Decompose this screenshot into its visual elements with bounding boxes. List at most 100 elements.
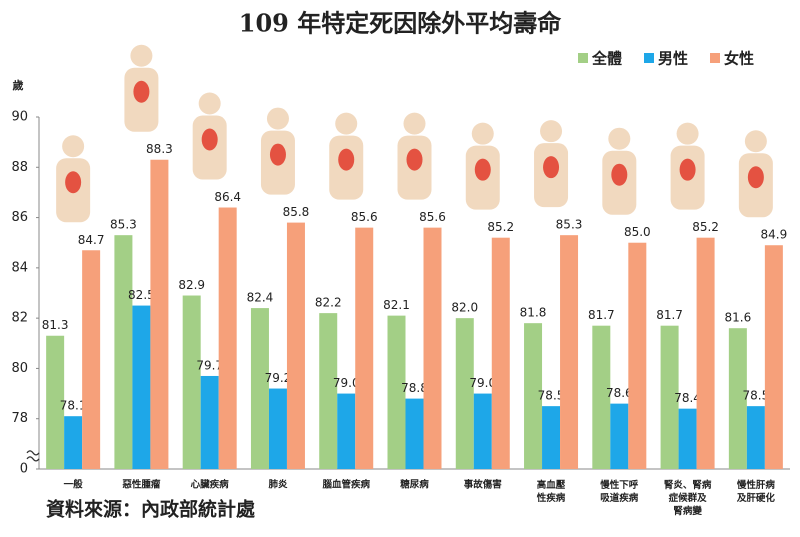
y-tick-label: 78 <box>11 411 28 426</box>
bar <box>337 393 356 469</box>
bar <box>132 305 151 469</box>
x-tick-label: 心臟疾病 <box>191 479 230 491</box>
value-label: 81.7 <box>588 308 615 322</box>
legend-swatch <box>644 53 654 63</box>
bar <box>286 222 305 469</box>
value-label: 78.1 <box>60 399 87 413</box>
figure-organ <box>338 148 355 171</box>
figure-organ <box>201 128 218 151</box>
figure-organ <box>611 163 628 186</box>
bar <box>524 323 543 469</box>
value-label: 82.9 <box>178 278 205 292</box>
bar <box>218 207 237 469</box>
figure-head <box>676 122 699 145</box>
y-tick-label: 80 <box>11 361 28 376</box>
y-tick-label: 86 <box>11 210 28 225</box>
value-label: 85.6 <box>351 210 378 224</box>
legend-swatch <box>710 53 720 63</box>
figure-head <box>62 135 85 158</box>
x-tick-label: 糖尿病 <box>400 479 429 491</box>
bar <box>182 295 201 469</box>
figure-organ <box>679 158 696 181</box>
bar <box>764 245 783 469</box>
figure-head <box>403 112 426 135</box>
value-label: 79.0 <box>333 376 360 390</box>
value-label: 79.0 <box>469 376 496 390</box>
y-tick-label: 82 <box>11 311 28 326</box>
figure-organ <box>133 80 150 103</box>
value-label: 81.8 <box>520 306 547 320</box>
x-tick-label: 慢性肝病及肝硬化 <box>737 479 776 504</box>
bar <box>592 325 611 469</box>
x-tick-label: 高血壓性疾病 <box>537 479 566 504</box>
legend-swatch <box>578 53 588 63</box>
x-tick-label: 慢性下呼吸道疾病 <box>600 479 639 504</box>
bar <box>491 237 510 469</box>
figure-organ <box>65 171 82 194</box>
bar <box>678 408 697 469</box>
value-label: 82.2 <box>315 296 342 310</box>
bar <box>250 308 269 469</box>
figure-head <box>608 127 631 150</box>
bar <box>405 398 424 469</box>
value-label: 79.7 <box>196 358 223 372</box>
figure-head <box>335 112 358 135</box>
value-label: 82.5 <box>128 288 155 302</box>
y-tick-label: 0 <box>20 462 28 477</box>
value-label: 84.7 <box>78 233 105 247</box>
axis-break <box>26 450 40 462</box>
x-tick-label: 一般 <box>64 479 84 491</box>
bar <box>46 335 65 469</box>
value-label: 85.8 <box>283 205 310 219</box>
figures <box>56 44 773 223</box>
figure-head <box>744 130 767 153</box>
y-tick-label: 84 <box>11 260 28 275</box>
bar <box>423 227 442 469</box>
value-label: 78.5 <box>538 389 565 403</box>
chart-title: 109 年特定死因除外平均壽命 <box>239 9 562 38</box>
figure-head <box>198 92 221 115</box>
figure-head <box>471 122 494 145</box>
bar <box>114 235 133 469</box>
bar <box>387 315 406 469</box>
legend-label: 女性 <box>724 50 754 68</box>
y-tick-label: 88 <box>11 160 28 175</box>
figure-organ <box>406 148 423 171</box>
x-tick-label: 惡性腫瘤 <box>122 479 161 491</box>
source-note: 資料來源：內政部統計處 <box>46 498 256 521</box>
bar <box>64 416 83 469</box>
bar <box>660 325 679 469</box>
bar <box>696 237 715 469</box>
bar <box>628 242 647 469</box>
x-tick-label: 肺炎 <box>267 479 288 491</box>
bar <box>728 328 747 469</box>
legend-label: 全體 <box>591 50 622 68</box>
value-label: 85.2 <box>487 220 514 234</box>
x-tick-label: 腎炎、腎病症候群及腎病變 <box>664 479 712 517</box>
figure-head <box>540 120 563 143</box>
bar <box>200 375 219 469</box>
bar <box>542 406 561 469</box>
bar <box>355 227 374 469</box>
bar <box>455 318 474 469</box>
bar <box>746 406 765 469</box>
bar <box>560 235 579 469</box>
value-label: 78.4 <box>674 391 701 405</box>
figure-organ <box>474 158 491 181</box>
value-label: 81.6 <box>725 311 752 325</box>
bar <box>82 250 101 469</box>
value-label: 78.8 <box>401 381 428 395</box>
legend-label: 男性 <box>658 50 688 68</box>
bar <box>610 403 629 469</box>
x-tick-label: 腦血管疾病 <box>322 479 370 491</box>
figure-organ <box>269 143 286 166</box>
x-tick-label: 事故傷害 <box>464 479 503 491</box>
value-label: 85.3 <box>556 218 583 232</box>
figure-organ <box>747 166 764 189</box>
value-label: 82.1 <box>383 298 410 312</box>
value-label: 78.5 <box>743 389 770 403</box>
figure-organ <box>543 156 560 179</box>
value-label: 81.3 <box>42 318 69 332</box>
bar <box>150 159 169 469</box>
